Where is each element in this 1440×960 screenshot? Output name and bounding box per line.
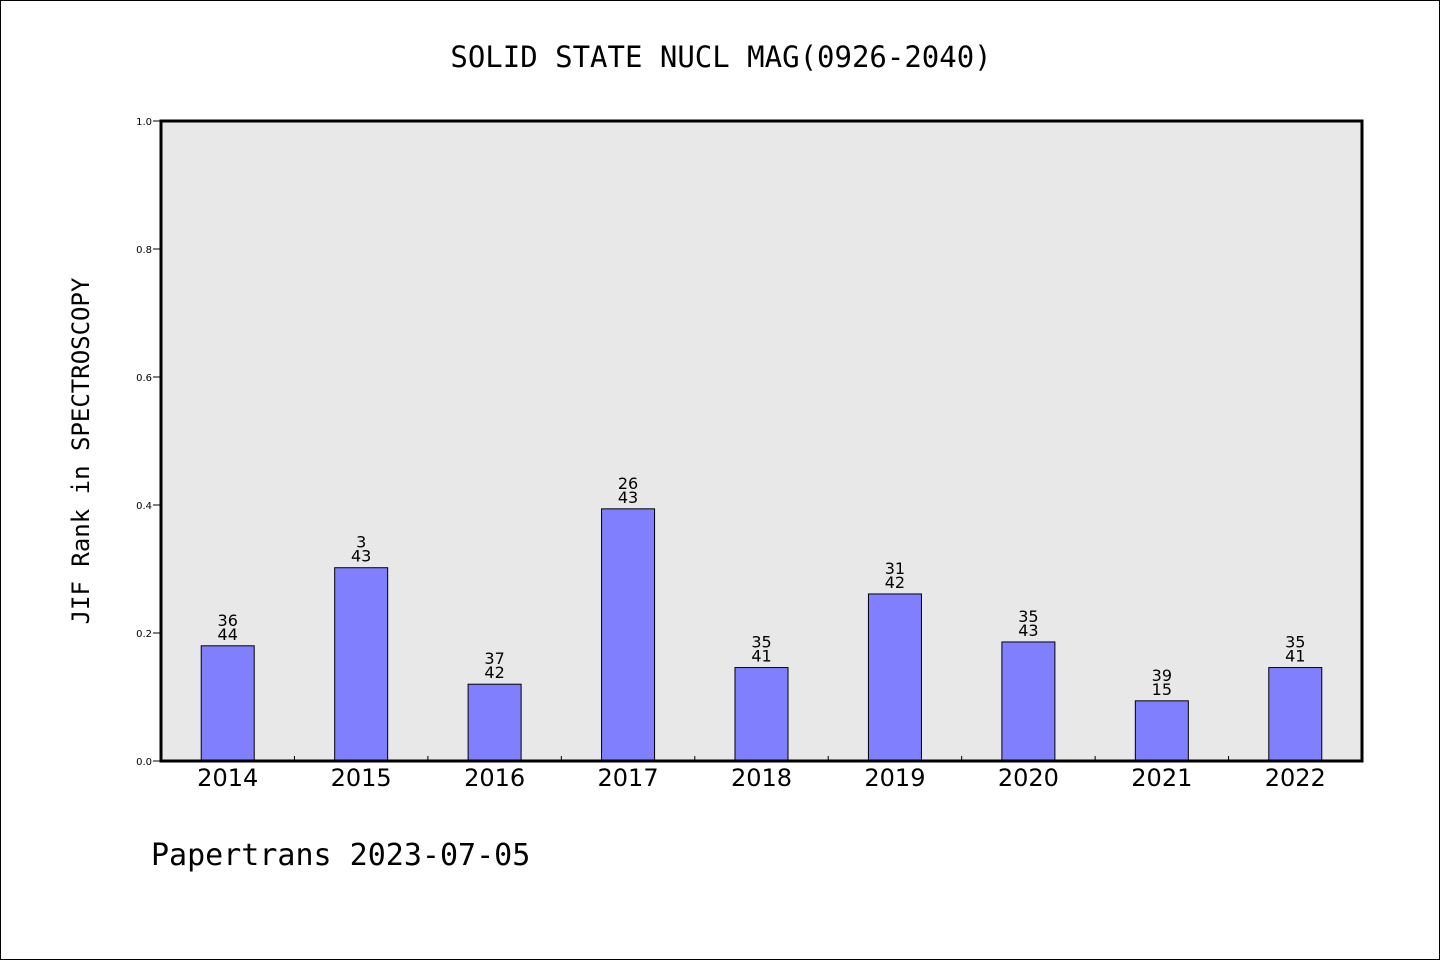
data-label-top: 3 bbox=[356, 533, 366, 552]
chart-title: SOLID STATE NUCL MAG(0926-2040) bbox=[450, 40, 991, 74]
x-tick-label: 2016 bbox=[464, 764, 525, 792]
y-tick-label: 0.2 bbox=[136, 629, 152, 640]
bar-2021 bbox=[1134, 700, 1189, 762]
x-tick-label: 2019 bbox=[864, 764, 925, 792]
data-label-bottom: 43 bbox=[1018, 621, 1038, 640]
data-label-bottom: 43 bbox=[618, 488, 638, 507]
x-tick-label: 2017 bbox=[598, 764, 659, 792]
data-label-top: 31 bbox=[885, 559, 905, 578]
data-label-bottom: 43 bbox=[351, 547, 371, 566]
bar-2019 bbox=[867, 593, 922, 762]
data-label-top: 36 bbox=[218, 611, 238, 630]
data-label-top: 35 bbox=[751, 633, 771, 652]
data-label-bottom: 42 bbox=[885, 573, 905, 592]
y-tick-label: 0.4 bbox=[136, 501, 152, 512]
data-label-bottom: 15 bbox=[1152, 680, 1172, 699]
bar-2020 bbox=[1001, 641, 1056, 762]
data-label-bottom: 41 bbox=[751, 647, 771, 666]
bar-2016 bbox=[467, 683, 522, 762]
bar-2014 bbox=[200, 645, 255, 762]
data-label-bottom: 42 bbox=[484, 663, 504, 682]
y-tick-label: 0.6 bbox=[136, 373, 152, 384]
y-tick-label: 1.0 bbox=[136, 117, 152, 128]
footer-text: Papertrans 2023-07-05 bbox=[151, 838, 530, 873]
y-axis-label: JIF Rank in SPECTROSCOPY bbox=[67, 277, 95, 624]
x-tick-label: 2020 bbox=[998, 764, 1059, 792]
x-tick-label: 2015 bbox=[331, 764, 392, 792]
x-tick-label: 2022 bbox=[1265, 764, 1326, 792]
x-tick-label: 2018 bbox=[731, 764, 792, 792]
x-tick-label: 2021 bbox=[1131, 764, 1192, 792]
data-label-top: 37 bbox=[484, 649, 504, 668]
data-label-top: 39 bbox=[1152, 666, 1172, 685]
plot-border bbox=[159, 119, 1364, 763]
bar-2022 bbox=[1268, 667, 1323, 762]
data-label-top: 35 bbox=[1018, 607, 1038, 626]
y-tick-label: 0.0 bbox=[136, 757, 152, 768]
y-tick-label: 0.8 bbox=[136, 245, 152, 256]
bar-2017 bbox=[601, 508, 656, 762]
data-label-top: 26 bbox=[618, 474, 638, 493]
data-label-top: 35 bbox=[1285, 633, 1305, 652]
bar-2018 bbox=[734, 667, 789, 762]
data-label-bottom: 44 bbox=[218, 625, 238, 644]
x-tick-label: 2014 bbox=[197, 764, 258, 792]
data-label-bottom: 41 bbox=[1285, 647, 1305, 666]
bar-2015 bbox=[334, 567, 389, 762]
